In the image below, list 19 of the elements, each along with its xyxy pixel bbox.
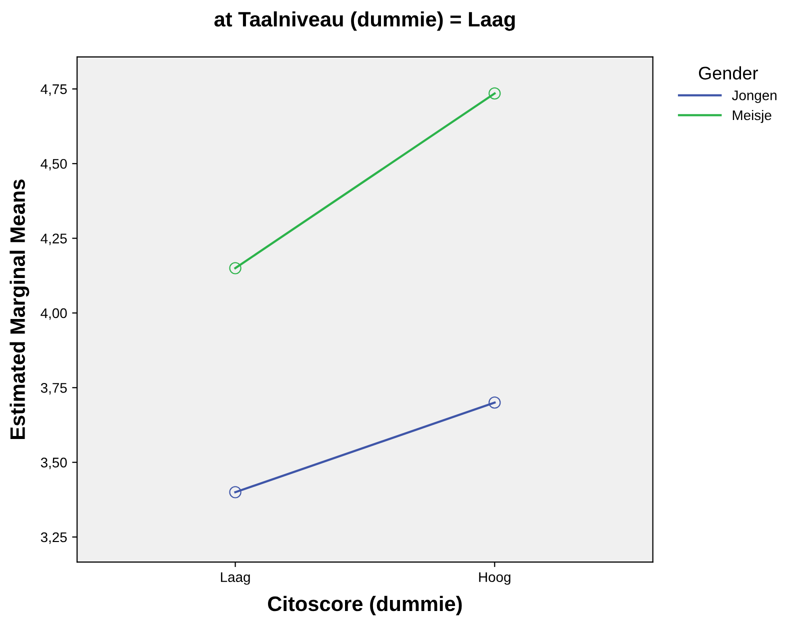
y-tick-label: 4,75 [40, 84, 67, 96]
legend-label: Jongen [732, 90, 776, 104]
x-tick-label: Hoog [479, 572, 510, 585]
x-tick-label: Laag [220, 572, 250, 585]
point [229, 262, 242, 274]
chart-title: at Taalniveau (dummie) = Laag [214, 11, 515, 31]
y-tick-label: 4,00 [40, 308, 67, 320]
point [488, 87, 501, 100]
point [229, 486, 242, 498]
legend-label: Meisje [732, 110, 772, 123]
y-tick-label: 4,25 [40, 234, 67, 246]
y-axis-title: Estimated Marginal Means [10, 180, 30, 439]
y-tick-label: 3,25 [40, 532, 67, 544]
legend-title: Gender [698, 66, 758, 80]
y-tick-label: 4,50 [40, 158, 67, 170]
y-tick-label: 3,50 [40, 458, 67, 470]
y-tick-label: 3,75 [40, 382, 67, 394]
x-axis-title: Citoscore (dummie) [268, 596, 462, 616]
point [488, 396, 501, 409]
